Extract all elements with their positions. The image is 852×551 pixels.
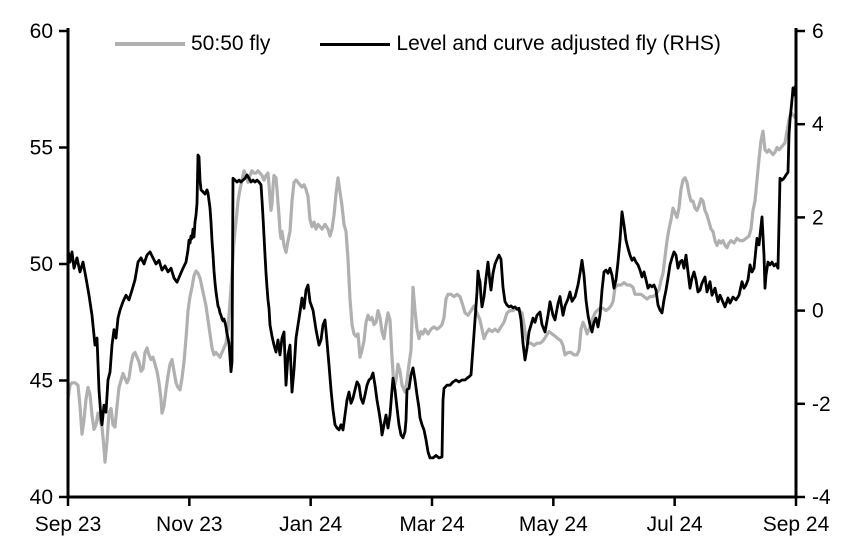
right-axis-tick-label: -4 (812, 486, 831, 509)
x-axis-tick-label: Nov 23 (156, 513, 223, 536)
black-line-swatch (320, 42, 391, 46)
legend-label-adjusted-fly: Level and curve adjusted fly (RHS) (396, 32, 721, 55)
series-line-adjusted-fly (66, 85, 798, 460)
legend-label-5050-fly: 50:50 fly (191, 32, 271, 55)
legend-item-5050-fly: 50:50 fly (115, 33, 270, 55)
right-axis-tick-label: 4 (812, 113, 824, 136)
right-axis-tick-label: 6 (812, 20, 824, 43)
x-axis-tick-label: Sep 23 (35, 513, 102, 536)
x-axis-tick-label: Jul 24 (647, 513, 703, 536)
series-line-5050-fly (66, 110, 797, 464)
left-axis-tick-label: 50 (30, 253, 53, 276)
right-axis-tick-label: 0 (812, 300, 824, 323)
left-axis-tick-label: 55 (30, 137, 53, 160)
x-axis-tick-label: Mar 24 (399, 513, 465, 536)
left-axis-tick-label: 60 (30, 20, 53, 43)
left-axis-tick-label: 45 (30, 370, 53, 393)
x-axis-tick-label: Jan 24 (279, 513, 342, 536)
left-axis-tick-label: 40 (30, 486, 53, 509)
x-axis-tick-label: May 24 (519, 513, 588, 536)
right-axis-tick-label: -2 (812, 393, 831, 416)
legend-item-adjusted-fly: Level and curve adjusted fly (RHS) (320, 33, 721, 55)
x-axis-tick-label: Sep 24 (763, 513, 830, 536)
right-axis-tick-label: 2 (812, 206, 824, 229)
gray-line-swatch (115, 42, 185, 46)
chart-legend: 50:50 fly Level and curve adjusted fly (… (115, 33, 721, 55)
